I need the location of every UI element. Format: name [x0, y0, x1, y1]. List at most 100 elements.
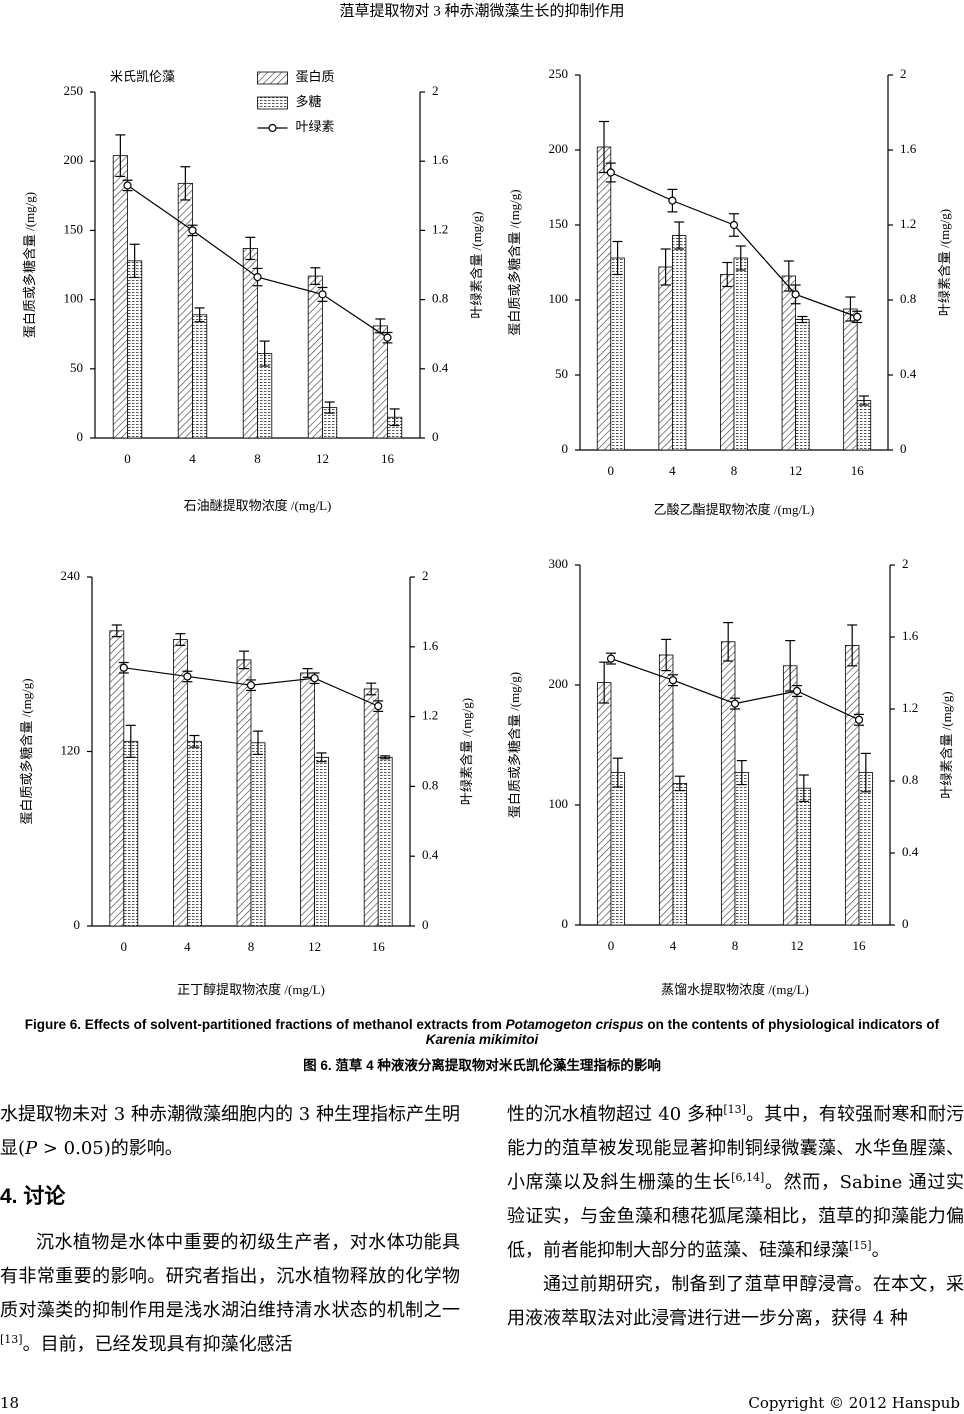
- bar: [307, 275, 323, 439]
- text-run: 性的沉水植物超过 40 多种: [507, 1104, 724, 1125]
- legend-label: 多糖: [296, 94, 322, 109]
- y2-tick-label: 0.4: [432, 360, 449, 375]
- y2-tick-label: 0: [432, 429, 439, 444]
- section-heading: 4. 讨论: [0, 1185, 66, 1208]
- x-tick-label: 16: [853, 938, 867, 953]
- bar: [782, 665, 798, 926]
- line-marker: [123, 181, 132, 190]
- bar: [720, 274, 735, 451]
- y2-tick-label: 0: [900, 441, 907, 456]
- legend-swatch: [268, 123, 277, 133]
- y-tick-label: 0: [77, 429, 84, 444]
- line-marker: [668, 196, 677, 205]
- y2-tick-label: 1.2: [422, 708, 438, 723]
- y-tick-label: 150: [549, 216, 569, 231]
- y-tick-label: 120: [61, 742, 81, 757]
- x-axis-title: 石油醚提取物浓度 /(mg/L): [184, 498, 332, 513]
- y2-tick-label: 2: [902, 556, 909, 571]
- y-tick-label: 50: [555, 366, 568, 381]
- x-tick-label: 8: [731, 463, 738, 478]
- x-tick-label: 4: [669, 463, 676, 478]
- y-tick-label: 300: [549, 556, 569, 571]
- x-tick-label: 0: [121, 939, 128, 954]
- text-run: Karenia mikimitoi: [425, 1032, 539, 1047]
- y2-tick-label: 2: [900, 66, 907, 81]
- bar: [720, 641, 736, 926]
- annotation: 米氏凯伦藻: [110, 69, 175, 84]
- line-marker: [383, 333, 392, 342]
- text-run: > 0.05)的影响。: [37, 1138, 183, 1159]
- line-marker: [310, 674, 319, 683]
- bar: [127, 260, 143, 439]
- text-run: 通过前期研究，制备到了菹草甲醇浸膏。在本文，采用液液萃取法对此浸膏进行进一步分离…: [507, 1274, 964, 1329]
- bar: [795, 319, 810, 451]
- citation: [13]: [0, 1333, 23, 1346]
- line-marker: [668, 676, 678, 685]
- x-tick-label: 0: [124, 451, 131, 466]
- y-tick-label: 0: [562, 916, 569, 931]
- x-tick-label: 12: [308, 939, 321, 954]
- y2-axis-title: 叶绿素含量 /(mg/g): [459, 698, 474, 805]
- y-tick-label: 240: [61, 568, 81, 583]
- y2-tick-label: 1.6: [902, 628, 919, 643]
- x-axis-title: 乙酸乙酯提取物浓度 /(mg/L): [654, 502, 815, 517]
- paragraph: 沉水植物是水体中重要的初级生产者，对水体功能具有非常重要的影响。研究者指出，沉水…: [0, 1226, 460, 1362]
- y-tick-label: 100: [64, 291, 84, 306]
- text-run: Potamogeton crispus: [505, 1017, 644, 1032]
- y-tick-label: 0: [562, 441, 569, 456]
- y2-axis-title: 叶绿素含量 /(mg/g): [939, 691, 954, 798]
- bar: [363, 688, 379, 927]
- y2-tick-label: 1.6: [432, 152, 449, 167]
- line-marker: [854, 715, 864, 724]
- y2-tick-label: 1.2: [902, 700, 918, 715]
- y2-tick-label: 2: [432, 83, 439, 98]
- y2-tick-label: 1.6: [900, 141, 917, 156]
- figure-caption-zh: 图 6. 菹草 4 种液液分离提取物对米氏凯伦藻生理指标的影响: [303, 1058, 661, 1073]
- bar: [109, 630, 125, 927]
- x-axis-title: 蒸馏水提取物浓度 /(mg/L): [661, 982, 809, 997]
- x-tick-label: 8: [732, 938, 739, 953]
- page-number: 18: [0, 1394, 20, 1412]
- bar: [173, 639, 188, 927]
- copyright: Copyright © 2012 Hanspub: [748, 1394, 960, 1412]
- x-tick-label: 8: [254, 451, 261, 466]
- line-marker: [606, 168, 615, 177]
- paragraph: 水提取物未对 3 种赤潮微藻细胞内的 3 种生理指标产生明显(P > 0.05)…: [0, 1098, 460, 1166]
- bar: [843, 308, 858, 451]
- bar: [250, 742, 266, 927]
- y2-axis-title: 叶绿素含量 /(mg/g): [937, 209, 952, 316]
- y-tick-label: 100: [549, 796, 569, 811]
- y-tick-label: 250: [64, 83, 84, 98]
- bar: [314, 756, 329, 927]
- paragraph: 通过前期研究，制备到了菹草甲醇浸膏。在本文，采用液液萃取法对此浸膏进行进一步分离…: [507, 1268, 964, 1336]
- bar: [856, 400, 872, 451]
- x-axis-title: 正丁醇提取物浓度 /(mg/L): [177, 982, 325, 997]
- legend-swatch: [257, 96, 288, 110]
- line-marker: [318, 290, 327, 299]
- running-title: 菹草提取物对 3 种赤潮微藻生长的抑制作用: [339, 2, 624, 19]
- left-column: 水提取物未对 3 种赤潮微藻细胞内的 3 种生理指标产生明显(P > 0.05)…: [0, 1098, 460, 1362]
- x-tick-label: 4: [184, 939, 191, 954]
- right-column: 性的沉水植物超过 40 多种[13]。其中，有较强耐寒和耐污能力的菹草被发现能显…: [507, 1098, 964, 1336]
- x-tick-label: 12: [791, 938, 804, 953]
- y-axis-title: 蛋白质或多糖含量 /(mg/g): [507, 672, 522, 818]
- bar: [112, 155, 128, 439]
- legend-label: 蛋白质: [296, 69, 335, 84]
- line-marker: [374, 702, 383, 711]
- y-tick-label: 200: [549, 141, 569, 156]
- legend-label: 叶绿素: [296, 119, 335, 134]
- x-tick-label: 4: [189, 451, 196, 466]
- y2-tick-label: 0.8: [422, 777, 438, 792]
- bar: [186, 740, 202, 927]
- y2-tick-label: 0.4: [902, 844, 919, 859]
- y2-tick-label: 1.2: [432, 221, 448, 236]
- line-marker: [730, 699, 740, 708]
- paragraph: 性的沉水植物超过 40 多种[13]。其中，有较强耐寒和耐污能力的菹草被发现能显…: [507, 1098, 964, 1268]
- text-run: 。: [871, 1240, 890, 1261]
- y2-axis-title: 叶绿素含量 /(mg/g): [469, 211, 484, 318]
- bar: [781, 275, 796, 451]
- bar: [610, 772, 626, 926]
- x-tick-label: 0: [608, 938, 615, 953]
- figure: 菹草提取物对 3 种赤潮微藻生长的抑制作用 05010015020025000.…: [19, 2, 954, 997]
